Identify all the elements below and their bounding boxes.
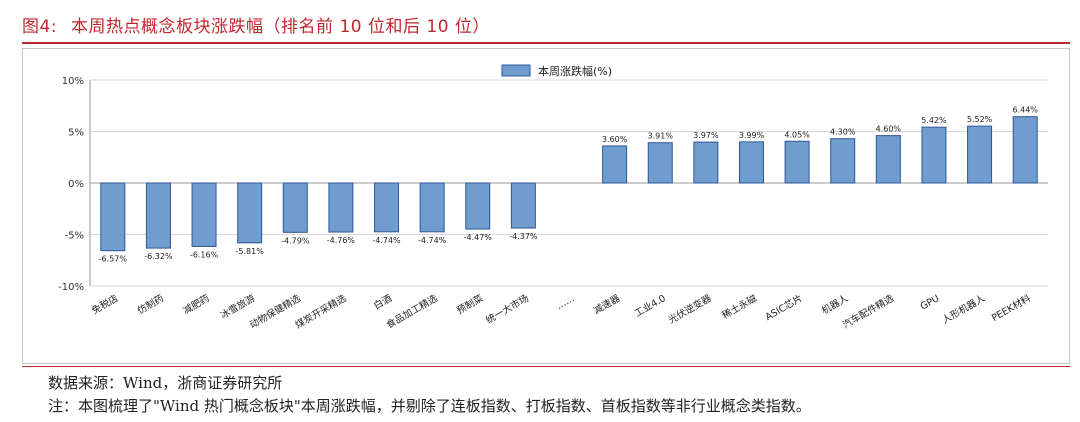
bar [875, 135, 901, 184]
bar-value-label: -4.79% [281, 236, 310, 245]
note-text: 注：本图梳理了"Wind 热门概念板块"本周涨跌幅，并剔除了连板指数、打板指数、… [48, 397, 811, 415]
bar-value-label: -4.47% [464, 233, 493, 242]
bar [647, 142, 673, 184]
bar-value-label: 3.60% [602, 135, 628, 144]
bar-value-label: 4.05% [784, 130, 810, 139]
bar-value-label: -4.76% [327, 236, 356, 245]
bar-value-label: 4.30% [830, 128, 856, 137]
bar [419, 182, 445, 233]
y-tick-label: 0% [68, 179, 84, 190]
bar [784, 140, 810, 184]
figure-title-text: 本周热点概念板块涨跌幅（排名前 10 位和后 10 位） [71, 17, 490, 37]
value-labels: -6.57% -6.32% -6.16% -5.81% -4.79% -4.76% -4.7… [99, 106, 1039, 264]
y-tick-label: 5% [68, 128, 84, 139]
bar-value-label: -4.74% [418, 236, 447, 245]
bar-value-label: -6.16% [190, 250, 219, 259]
bar-value-label: -5.81% [236, 247, 265, 256]
bar [145, 182, 171, 249]
bar [510, 182, 536, 229]
bar-value-label: -4.37% [509, 232, 538, 241]
bar [921, 126, 947, 184]
figure-title: 图4: 本周热点概念板块涨跌幅（排名前 10 位和后 10 位） [22, 12, 490, 37]
bar [191, 182, 217, 247]
bar [693, 141, 719, 184]
bars [100, 116, 1038, 252]
bar [328, 182, 354, 233]
bar-value-label: -6.57% [99, 255, 128, 264]
bar-chart: 10%5%0%-5%-10% -6.57% -6.32% -6.16% -5.81%-… [22, 48, 1070, 364]
bar-value-label: 3.91% [648, 132, 674, 141]
bar [237, 182, 263, 244]
bar [374, 182, 400, 233]
bar-value-label: 3.97% [693, 131, 719, 140]
chart-border [22, 48, 1070, 364]
bar [1012, 116, 1038, 184]
bar [100, 182, 126, 252]
legend-swatch [501, 64, 531, 77]
bar [967, 125, 993, 184]
bar [830, 138, 856, 184]
bar-value-label: 3.99% [739, 131, 765, 140]
y-tick-label: 10% [62, 76, 84, 87]
bar-value-label: -6.32% [144, 252, 173, 261]
bar [738, 141, 764, 184]
source-text: 数据来源：Wind，浙商证券研究所 [48, 374, 283, 392]
bar-value-label: -4.74% [372, 236, 401, 245]
bar [282, 182, 308, 233]
legend-label: 本周涨跌幅(%) [538, 64, 612, 78]
y-tick-label: -10% [58, 282, 84, 293]
bar-value-label: 4.60% [876, 125, 902, 134]
y-tick-label: -5% [65, 231, 84, 242]
bar-value-label: 5.42% [921, 116, 947, 125]
bar-value-label: 6.44% [1012, 106, 1038, 115]
bar [465, 182, 491, 230]
legend: 本周涨跌幅(%) [501, 64, 612, 78]
bar-value-label: 5.52% [967, 115, 993, 124]
chart-frame: 10% 5% 0% -5% -10% -6.57% -6.32% -6.16% -5.81% -… [22, 48, 1070, 364]
bar [602, 145, 628, 184]
figure-label: 图4: [22, 17, 58, 37]
title-rule [22, 42, 1070, 44]
footer-rule [22, 366, 1070, 367]
